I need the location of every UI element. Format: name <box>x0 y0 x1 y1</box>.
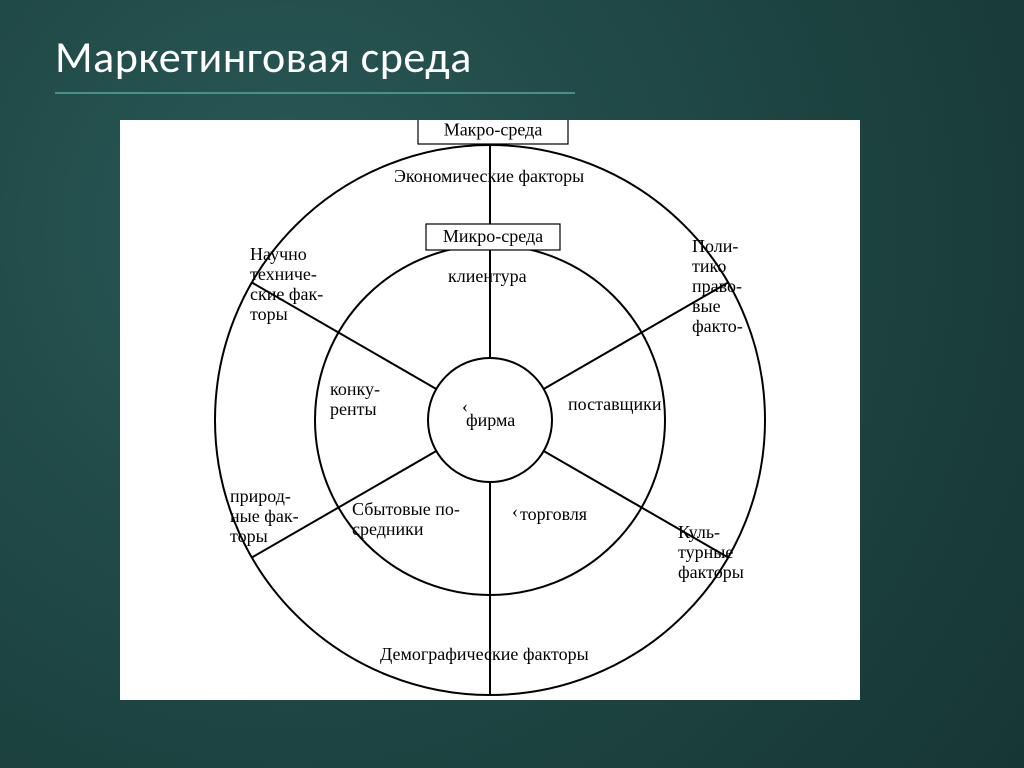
mid-label-2: торговля <box>520 504 587 524</box>
spoke-inner <box>544 451 642 508</box>
outer-label-5: Научнотехниче-ские фак-торы <box>250 244 323 324</box>
mid-label-3: Сбытовые по-средники <box>352 499 460 539</box>
marketing-environment-diagram: фирма Макро-среда Микро-среда клиентура пост… <box>120 120 860 700</box>
title-underline <box>55 92 575 94</box>
center-label: фирма <box>466 410 515 430</box>
mid-label-1: поставщики <box>568 394 662 414</box>
diagram-container: фирма Макро-среда Микро-среда клиентура пост… <box>120 120 860 700</box>
outer-label-1: Поли-тикоправо-выефакто- <box>692 236 743 336</box>
outer-label-0: Экономические факторы <box>394 166 584 186</box>
hook-mark-1: ‹ <box>512 501 518 521</box>
outer-label-2: Куль-турныефакторы <box>678 522 744 582</box>
spoke-inner <box>544 333 642 390</box>
slide: Маркетинговая среда фирма Макро-среда Микр… <box>0 0 1024 768</box>
mid-label-0: клиентура <box>448 266 527 286</box>
page-title: Маркетинговая среда <box>55 30 1024 84</box>
outer-box-label: Макро-среда <box>444 120 543 140</box>
hook-mark-0: ‹ <box>462 396 468 416</box>
mid-box-label: Микро-среда <box>443 226 543 246</box>
outer-label-3: Демографические факторы <box>380 644 589 664</box>
mid-label-4: конку-ренты <box>330 379 380 419</box>
